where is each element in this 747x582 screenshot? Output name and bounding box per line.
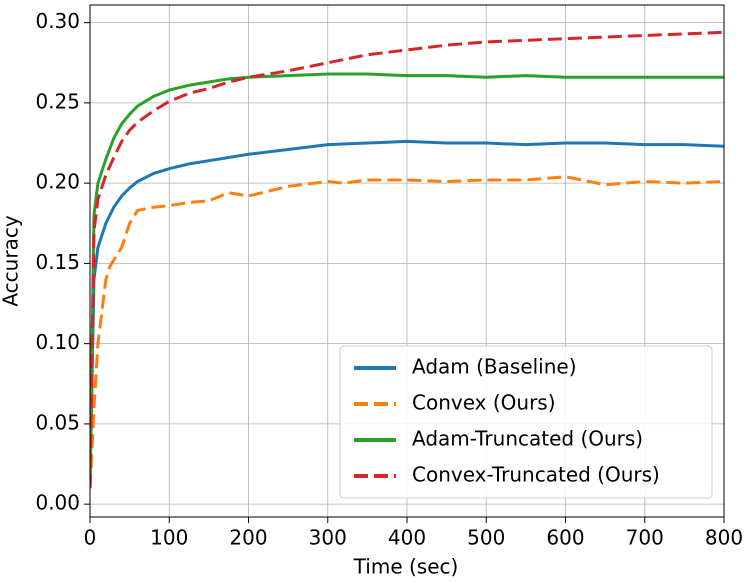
y-tick-label: 0.05 (35, 410, 80, 434)
series-line (90, 30, 724, 489)
x-tick-label: 200 (229, 526, 267, 550)
plot-frame (89, 4, 725, 518)
x-tick-label: 100 (150, 526, 188, 550)
series-line (90, 175, 724, 489)
x-tick-label: 300 (309, 526, 347, 550)
y-tick-label: 0.20 (35, 170, 80, 194)
x-tick-label: 500 (467, 526, 505, 550)
y-tick-label: 0.15 (35, 250, 80, 274)
x-tick-label: 600 (546, 526, 584, 550)
x-tick-label: 700 (626, 526, 664, 550)
y-tick-label: 0.25 (35, 89, 80, 113)
legend-label: Convex (Ours) (412, 391, 556, 415)
legend-label: Adam-Truncated (Ours) (412, 427, 643, 451)
y-axis-label: Accuracy (0, 215, 23, 306)
legend-box (339, 345, 713, 499)
x-axis-label: Time (sec) (353, 555, 459, 579)
x-tick-label: 0 (84, 526, 97, 550)
y-tick-label: 0.30 (35, 9, 80, 33)
y-tick-label: 0.00 (35, 491, 80, 515)
legend-label: Convex-Truncated (Ours) (412, 463, 660, 487)
x-tick-label: 800 (705, 526, 743, 550)
series-line (90, 72, 724, 489)
legend-label: Adam (Baseline) (412, 355, 577, 379)
series-line (90, 139, 724, 489)
y-tick-label: 0.10 (35, 330, 80, 354)
x-tick-label: 400 (388, 526, 426, 550)
